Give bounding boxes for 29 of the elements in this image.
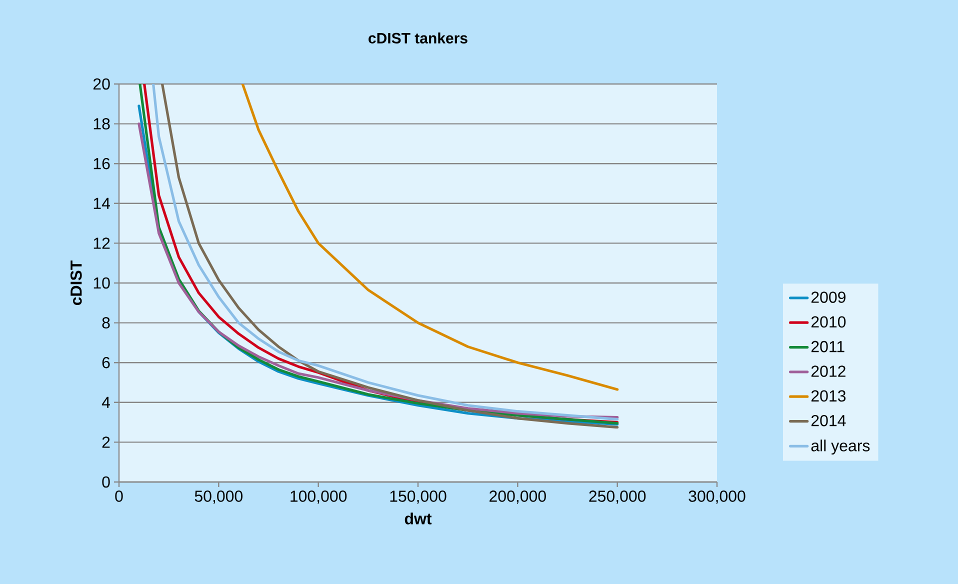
x-axis-title: dwt [404, 512, 432, 524]
x-tick-label: 50,000 [194, 490, 242, 504]
x-tick-label: 150,000 [390, 490, 446, 504]
y-axis-title: cDIST [70, 260, 82, 306]
y-tick-label: 14 [94, 198, 110, 209]
x-tick-label: 0 [115, 490, 123, 502]
y-tick-label: 8 [102, 317, 110, 328]
x-tick-label: 300,000 [688, 490, 746, 504]
x-tick-label: 250,000 [589, 490, 646, 504]
line-series [241, 84, 619, 391]
legend-label: 2010 [811, 316, 846, 328]
x-tick-label: 200,000 [490, 490, 546, 504]
y-tick-label: 16 [94, 158, 110, 170]
legend-label: 2012 [811, 366, 846, 377]
y-tick-label: 0 [102, 476, 110, 488]
x-tick-label: 100,000 [290, 490, 347, 504]
chart-title: cDIST tankers [368, 32, 468, 44]
y-tick-label: 12 [94, 238, 110, 249]
legend-label: 2013 [811, 390, 846, 402]
y-tick-label: 4 [102, 396, 110, 408]
legend-label: 2009 [811, 292, 846, 303]
y-tick-label: 10 [94, 277, 110, 289]
legend-label: 2014 [811, 414, 846, 426]
y-tick-label: 6 [102, 356, 110, 368]
y-tick-label: 18 [94, 118, 110, 130]
legend-label: all years [811, 440, 870, 455]
legend-label: 2011 [811, 340, 844, 352]
y-tick-label: 2 [102, 436, 110, 448]
y-tick-label: 20 [93, 78, 110, 90]
